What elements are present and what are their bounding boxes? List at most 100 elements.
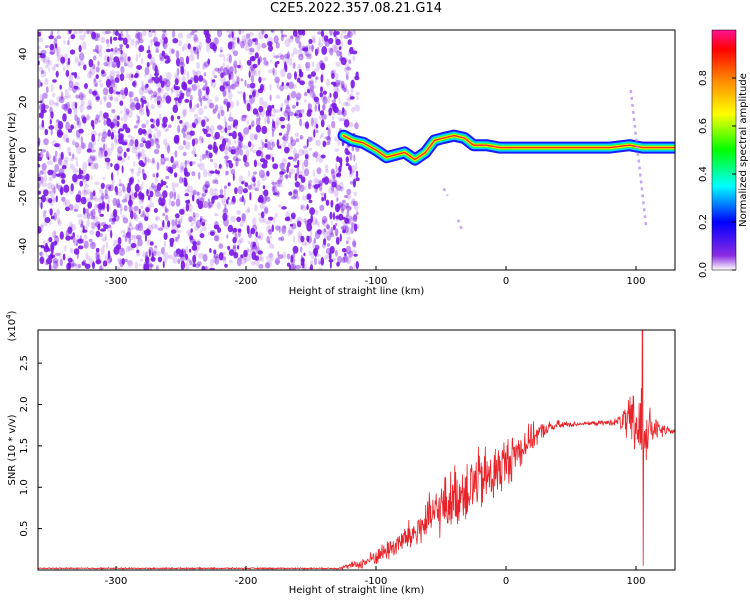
noise-speck [126, 148, 130, 152]
noise-speck [315, 129, 319, 134]
noise-speck [52, 92, 56, 98]
noise-speck [151, 157, 155, 164]
noise-speck [74, 114, 78, 122]
noise-speck [109, 96, 113, 101]
noise-speck [109, 258, 113, 263]
noise-speck [128, 235, 131, 245]
noise-speck [351, 240, 357, 248]
noise-speck [236, 158, 241, 162]
noise-speck [62, 134, 69, 143]
noise-speck [83, 186, 87, 193]
noise-speck [129, 98, 136, 107]
noise-speck [297, 48, 303, 58]
noise-speck [53, 63, 59, 68]
noise-speck [82, 41, 87, 51]
noise-speck [277, 191, 280, 197]
noise-speck [296, 167, 300, 177]
noise-speck [87, 202, 90, 210]
noise-speck [304, 242, 308, 247]
noise-speck [196, 116, 202, 124]
noise-speck [243, 198, 246, 206]
noise-speck [281, 136, 287, 141]
noise-speck [303, 48, 309, 56]
noise-speck [255, 111, 260, 118]
noise-speck [323, 173, 327, 179]
noise-speck [292, 264, 297, 270]
noise-speck [129, 220, 132, 226]
noise-speck [345, 193, 352, 200]
noise-speck [79, 169, 84, 175]
noise-speck [244, 42, 250, 47]
noise-speck [90, 67, 96, 75]
noise-speck [71, 101, 76, 111]
noise-speck [208, 152, 213, 159]
noise-speck [307, 179, 313, 184]
noise-speck [115, 244, 122, 250]
noise-speck [146, 229, 151, 236]
noise-speck [272, 120, 276, 129]
noise-speck [96, 44, 103, 52]
noise-speck [81, 142, 85, 150]
noise-speck [47, 56, 50, 65]
noise-speck [284, 174, 290, 179]
colorbar-tick-label: 0.0 [698, 262, 709, 278]
noise-speck [225, 30, 230, 33]
noise-speck [297, 235, 303, 244]
noise-speck [106, 161, 110, 166]
noise-speck [147, 87, 153, 93]
noise-speck [41, 182, 48, 187]
noise-speck [288, 35, 294, 43]
noise-speck [243, 249, 248, 258]
noise-speck [288, 57, 293, 67]
noise-speck [242, 144, 248, 150]
noise-speck [84, 83, 88, 89]
noise-speck [319, 204, 325, 212]
noise-speck [249, 147, 254, 151]
noise-speck [54, 44, 59, 52]
noise-speck [301, 258, 305, 263]
noise-speck [303, 218, 307, 224]
noise-speck [186, 33, 192, 39]
noise-speck [126, 191, 131, 201]
noise-speck [258, 56, 263, 63]
noise-speck [217, 112, 221, 120]
noise-speck [123, 196, 127, 201]
noise-speck [104, 193, 109, 200]
noise-speck [148, 185, 154, 191]
noise-speck [103, 119, 107, 126]
noise-speck [168, 47, 175, 55]
noise-speck [234, 80, 240, 88]
noise-speck [44, 64, 49, 69]
noise-speck [209, 267, 216, 270]
noise-speck [162, 122, 168, 128]
noise-speck [279, 143, 282, 149]
noise-speck [176, 229, 182, 233]
noise-speck [321, 197, 325, 202]
noise-speck [295, 96, 300, 103]
noise-speck [280, 33, 284, 42]
noise-speck [280, 30, 284, 35]
noise-speck [339, 203, 346, 211]
noise-speck [310, 90, 316, 99]
noise-speck [289, 168, 295, 175]
noise-speck [292, 47, 298, 55]
noise-speck [127, 245, 133, 251]
noise-speck [171, 164, 176, 170]
noise-speck [93, 197, 100, 202]
noise-speck [101, 69, 105, 75]
noise-speck [114, 30, 119, 36]
noise-speck [85, 115, 91, 121]
noise-speck [72, 85, 77, 94]
noise-speck [105, 48, 111, 53]
noise-speck [110, 48, 114, 52]
noise-speck [265, 61, 270, 67]
noise-speck [225, 164, 229, 169]
noise-speck [323, 230, 328, 239]
noise-speck [124, 105, 127, 115]
noise-speck [202, 253, 208, 262]
noise-speck [38, 153, 41, 157]
noise-speck [77, 121, 82, 129]
noise-speck [275, 180, 280, 187]
noise-speck [273, 192, 278, 196]
noise-speck [77, 62, 81, 67]
